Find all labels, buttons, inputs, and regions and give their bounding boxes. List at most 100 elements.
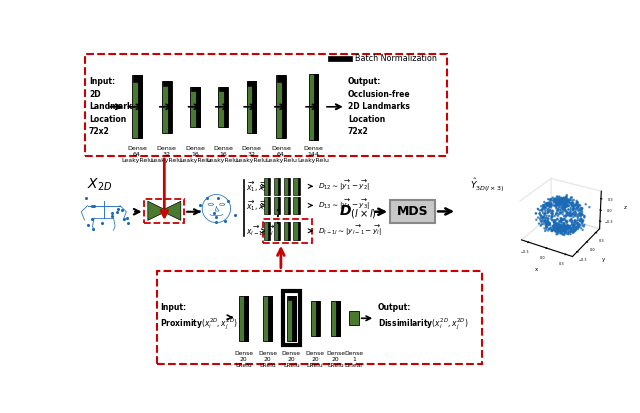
FancyBboxPatch shape [157,271,482,364]
Point [113,206,123,212]
Bar [308,74,317,140]
FancyBboxPatch shape [262,219,312,243]
Point [211,214,221,221]
Bar [132,75,141,138]
Bar [284,197,289,214]
Bar [138,75,142,138]
Text: Dense
20
LRelu: Dense 20 LRelu [326,351,345,368]
Text: Dense
16
LeakyRelu: Dense 16 LeakyRelu [207,146,239,163]
Bar [288,178,290,195]
Text: $\overrightarrow{x_1}, \overrightarrow{x_2}$: $\overrightarrow{x_1}, \overrightarrow{x… [246,179,268,194]
Point [211,219,221,225]
Bar [311,301,319,335]
Bar [336,301,340,335]
Y-axis label: y: y [602,256,605,261]
Bar [268,178,270,195]
Bar [294,197,299,214]
Text: $\boldsymbol{D}_{(l \times l)}$: $\boldsymbol{D}_{(l \times l)}$ [339,203,376,221]
Text: Input:
Proximity$(x_i^{2D}, x_j^{2D})$: Input: Proximity$(x_i^{2D}, x_j^{2D})$ [161,303,238,332]
Point [107,212,117,219]
Point [123,219,133,226]
Bar [274,197,279,214]
Point [230,212,241,218]
Bar [331,301,340,335]
Point [195,207,205,214]
Bar [298,222,300,240]
Bar [163,81,171,86]
Point [87,202,97,209]
Point [209,209,219,216]
X-axis label: x: x [534,267,538,272]
Text: $D_{13}\sim|\overrightarrow{y_1}-\overrightarrow{y_3}|$: $D_{13}\sim|\overrightarrow{y_1}-\overri… [318,198,371,212]
Text: Dense
32
LeakyRelu: Dense 32 LeakyRelu [235,146,267,163]
Bar [191,86,199,90]
Bar [133,75,141,82]
Point [90,203,100,210]
Text: Dense
20
LRelu: Dense 20 LRelu [282,351,301,368]
Bar [349,311,359,325]
Bar [278,222,280,240]
Point [117,206,127,213]
Bar [278,178,280,195]
Text: $\overrightarrow{x_{l-1}}, \overrightarrow{x_l}$: $\overrightarrow{x_{l-1}}, \overrightarr… [246,223,276,238]
Bar [390,200,435,223]
Point [213,195,223,202]
Bar [263,296,272,341]
Bar [264,197,269,214]
Bar [224,86,228,127]
Point [87,216,97,222]
Point [118,216,129,222]
Text: $D_{12}\sim|\overrightarrow{y_1}-\overrightarrow{y_2}|$: $D_{12}\sim|\overrightarrow{y_1}-\overri… [318,179,371,193]
Bar [283,291,300,345]
Bar [284,178,289,195]
Bar [287,296,295,301]
Bar [268,296,272,341]
Bar [264,178,269,195]
Bar [282,75,285,138]
Point [111,209,122,215]
Bar [274,178,279,195]
Bar [268,222,270,240]
Bar [314,74,318,140]
Bar [294,178,299,195]
Bar [328,56,352,61]
Bar [246,81,256,133]
Bar [196,86,200,127]
Point [97,220,107,227]
Bar [244,296,248,341]
FancyBboxPatch shape [85,55,447,156]
Bar [218,86,227,127]
Point [220,218,230,224]
Text: Dense
20
LRelu: Dense 20 LRelu [306,351,324,368]
Bar [264,222,269,240]
Text: ⋮: ⋮ [269,209,287,226]
Bar [277,75,285,82]
Text: Dense
1
Linear: Dense 1 Linear [344,351,364,368]
Text: Batch Normalization: Batch Normalization [355,54,437,63]
Point [81,195,91,202]
Point [222,198,232,204]
Text: Dense
16
LeakyRelu: Dense 16 LeakyRelu [179,146,211,163]
Point [195,201,205,208]
Bar [276,75,285,138]
Point [88,225,98,232]
Bar [239,296,248,341]
Bar [168,81,172,133]
Bar [298,178,300,195]
Text: $\hat{Y}_{3D(l\times3)}$: $\hat{Y}_{3D(l\times3)}$ [470,177,504,195]
Polygon shape [164,201,181,220]
Polygon shape [148,201,164,220]
Text: $D_{l-1l}\sim|\overrightarrow{y_{l-1}}-\overrightarrow{y_l}|$: $D_{l-1l}\sim|\overrightarrow{y_{l-1}}-\… [318,224,382,238]
Text: Dense
32
LeakyRelu: Dense 32 LeakyRelu [151,146,183,163]
Text: MDS: MDS [397,205,429,218]
Text: $\overrightarrow{x_1}, \overrightarrow{x_3}$: $\overrightarrow{x_1}, \overrightarrow{x… [246,198,268,213]
Bar [268,197,270,214]
Bar [298,197,300,214]
Bar [288,222,290,240]
Point [122,215,132,221]
Text: Dense
20
LRelu: Dense 20 LRelu [234,351,253,368]
Bar [284,222,289,240]
Point [107,210,117,216]
Text: Output:
Occlusion-free
2D Landmarks
Location
72x2: Output: Occlusion-free 2D Landmarks Loca… [348,77,410,136]
Bar [247,81,255,86]
